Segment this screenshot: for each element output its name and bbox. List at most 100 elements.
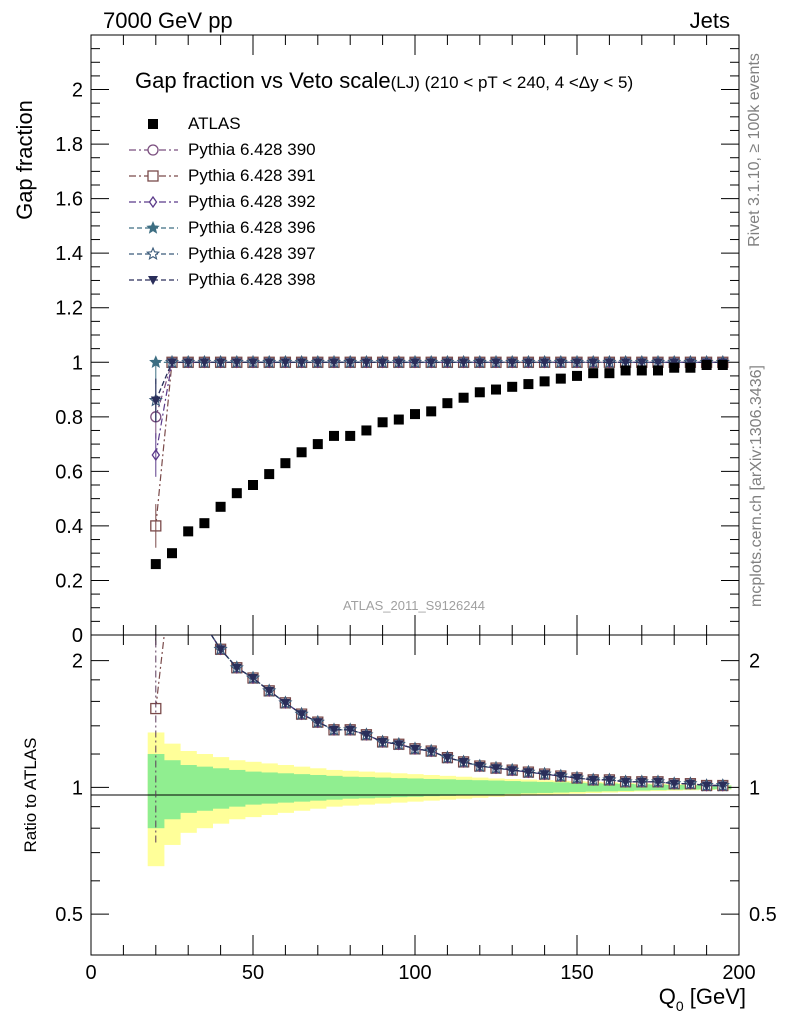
ratio-series-5-point	[312, 718, 323, 728]
chart-title: Gap fraction vs Veto scale(LJ) (210 < pT…	[135, 68, 633, 94]
ratio-series-5-point	[231, 663, 242, 673]
band-inner-bin	[520, 781, 537, 794]
ratio-error-bands	[147, 732, 732, 867]
legend-marker-5	[148, 276, 158, 285]
series-5-point	[555, 358, 566, 368]
series-5-point	[199, 358, 210, 368]
ratio-series-5-point	[442, 753, 453, 763]
ratio-series-2-point	[169, 562, 176, 572]
y-tick-label: 0.2	[55, 570, 83, 592]
atlas-data-point	[393, 414, 404, 425]
series-5-point	[231, 358, 242, 368]
atlas-data-point	[231, 488, 242, 499]
band-inner-bin	[325, 775, 343, 800]
y-tick-label: 1.2	[55, 298, 83, 320]
ratio-series-5-point	[717, 781, 728, 791]
x-axis-label: Q0 [GeV]	[659, 984, 746, 1014]
y-tick-label: 1.6	[55, 189, 83, 211]
band-inner-bin	[552, 782, 570, 793]
analysis-watermark: ATLAS_2011_S9126244	[343, 598, 485, 613]
band-inner-bin	[244, 771, 262, 805]
atlas-data-point	[264, 469, 275, 480]
ratio-series-5-point	[539, 770, 550, 780]
legend-marker-0	[147, 144, 159, 156]
ratio-series-4-point	[199, 618, 210, 629]
atlas-data-point	[620, 365, 631, 376]
main-series-lines	[148, 354, 730, 548]
band-inner-bin	[309, 774, 327, 801]
x-tick-label: 0	[85, 962, 96, 984]
ratio-series-5-point	[620, 777, 631, 787]
atlas-data-point	[717, 360, 728, 370]
x-tick-label: 50	[242, 962, 264, 984]
series-5-point	[539, 358, 550, 368]
header-right: Jets	[689, 8, 730, 33]
atlas-data-point	[329, 430, 339, 441]
series-5-point	[248, 358, 258, 368]
series-5-point	[491, 358, 501, 368]
ratio-series-5-point	[329, 725, 339, 735]
band-inner-bin	[601, 783, 618, 792]
ratio-series-5-point	[410, 744, 420, 754]
band-inner-bin	[374, 777, 392, 798]
series-line-1	[155, 361, 723, 526]
ratio-series-0-point	[167, 562, 177, 572]
ratio-y-tick-label: 1	[72, 777, 83, 799]
ratio-series-lines	[150, 561, 730, 843]
legend-marker-1	[147, 170, 159, 182]
atlas-data-point	[345, 430, 356, 441]
band-inner-bin	[390, 778, 408, 798]
series-5-point	[620, 358, 631, 368]
y-tick-label: 1	[72, 352, 83, 374]
x-tick-label: 100	[398, 962, 431, 984]
ratio-series-1-point	[167, 562, 177, 572]
ratio-series-2-point	[201, 619, 208, 629]
legend-label-391: Pythia 6.428 391	[188, 166, 316, 185]
ratio-y-tick-label-right: 1	[749, 777, 760, 799]
series-5-point	[442, 358, 453, 368]
series-5-point	[183, 358, 194, 368]
ratio-series-2-point	[185, 605, 192, 615]
ratio-series-5-point	[636, 777, 647, 787]
band-inner-bin	[358, 777, 375, 799]
band-inner-bin	[455, 779, 473, 796]
atlas-data-point	[215, 501, 226, 512]
band-inner-bin	[585, 783, 602, 792]
ratio-series-5-point	[183, 606, 193, 615]
ratio-series-5-point	[474, 762, 485, 772]
band-inner-bin	[163, 760, 181, 820]
y-tick-label: 0.8	[55, 407, 83, 429]
ratio-series-5-point	[685, 779, 696, 789]
band-inner-bin	[261, 772, 278, 804]
band-inner-bin	[277, 773, 294, 803]
series-5-point	[523, 358, 534, 368]
ratio-series-3-point	[199, 618, 210, 629]
atlas-data-point	[588, 368, 599, 379]
ratio-series-3-point	[166, 561, 177, 572]
legend-label-396: Pythia 6.428 396	[188, 218, 316, 237]
legend-label-atlas: ATLAS	[188, 114, 241, 133]
ratio-series-5-point	[167, 563, 177, 572]
series-5-point	[264, 358, 275, 368]
series-5-point	[458, 358, 469, 368]
y-tick-label: 0.6	[55, 461, 83, 483]
series-5-point	[280, 358, 291, 368]
x-axis-label-sub: 0	[675, 998, 684, 1014]
ratio-y-tick-label-right: 2	[749, 651, 760, 673]
atlas-data-points	[150, 360, 728, 570]
band-inner-bin	[423, 778, 440, 797]
ratio-series-5-point	[701, 781, 712, 791]
ratio-series-5-point	[361, 730, 372, 740]
ratio-series-5-point	[572, 773, 582, 783]
series-5-point	[361, 358, 372, 368]
series-5-point	[410, 358, 420, 368]
atlas-data-point	[167, 548, 177, 559]
ratio-series-5-point	[491, 764, 501, 774]
atlas-data-point	[539, 376, 550, 387]
legend-label-392: Pythia 6.428 392	[188, 192, 316, 211]
atlas-data-point	[183, 526, 194, 537]
series-5-point	[588, 358, 599, 368]
y-axis-label: Gap fraction	[12, 100, 37, 220]
chart-title-sub: (LJ) (210 < pT < 240, 4 <Δy < 5)	[390, 73, 634, 92]
ratio-y-tick-label: 0.5	[55, 904, 83, 926]
